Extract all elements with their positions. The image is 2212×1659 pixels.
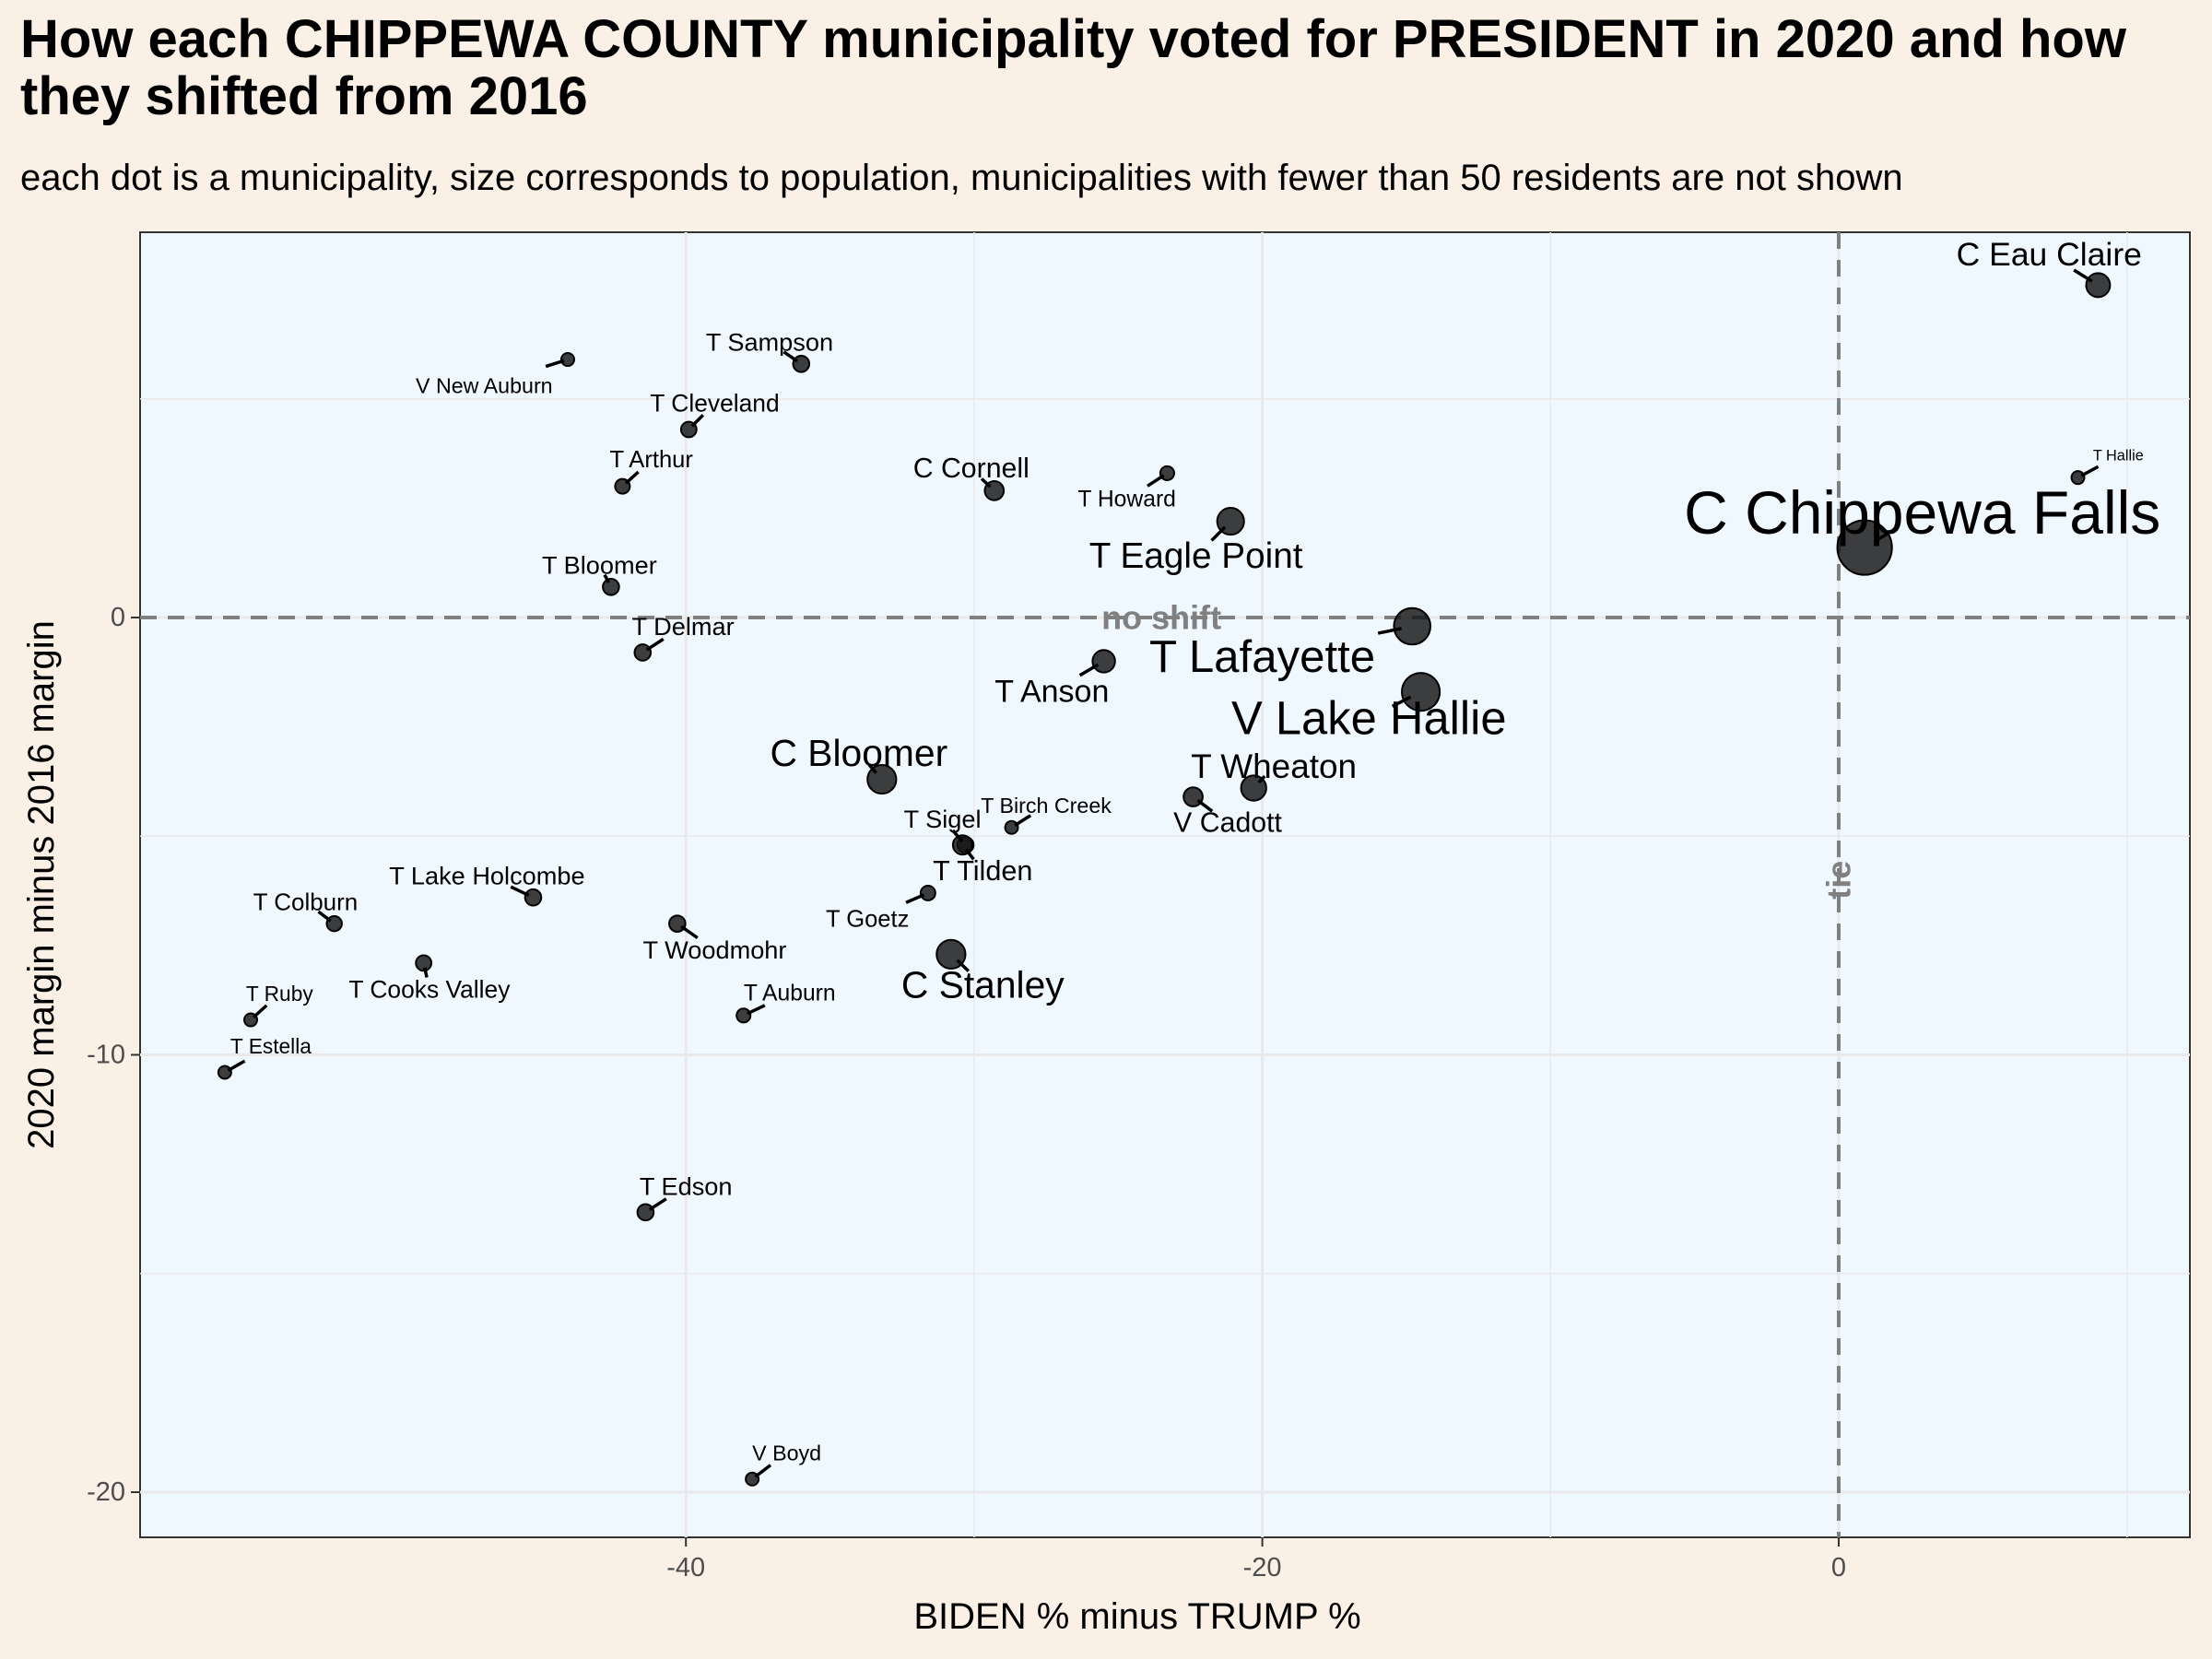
point-label: T Birch Creek <box>981 794 1112 818</box>
y-tick-label: 0 <box>111 603 125 632</box>
point-t-edson <box>636 1203 655 1222</box>
point-label: T Arthur <box>609 447 693 473</box>
leader-line <box>1377 627 1402 635</box>
x-tick-label: -40 <box>666 1553 705 1583</box>
point-label: C Bloomer <box>770 732 947 774</box>
y-axis-title: 2020 margin minus 2016 margin <box>21 620 62 1149</box>
point-t-anson <box>1091 649 1116 674</box>
point-t-auburn <box>735 1007 752 1024</box>
leader-line <box>980 477 992 488</box>
leader-line <box>905 893 925 904</box>
point-t-delmar <box>633 643 653 662</box>
point-t-lafayette <box>1393 606 1431 646</box>
point-c-chippewa-falls <box>1836 519 1893 576</box>
point-label: T Anson <box>994 675 1109 710</box>
point-v-lake-hallie <box>1401 672 1441 712</box>
y-tick-label: -20 <box>87 1477 125 1507</box>
point-label: T Bloomer <box>542 551 657 580</box>
leader-line <box>227 1059 246 1072</box>
leader-line <box>252 1004 268 1019</box>
x-tick-label: -20 <box>1243 1553 1282 1583</box>
leader-line <box>1391 695 1412 708</box>
point-label: T Tilden <box>933 855 1032 887</box>
leader-line <box>680 924 699 939</box>
point-label: C Eau Claire <box>1957 236 2142 273</box>
leader-line <box>867 763 877 774</box>
chart-subtitle: each dot is a municipality, size corresp… <box>20 158 1903 198</box>
leader-line <box>423 967 429 978</box>
point-label: T Ruby <box>246 982 313 1006</box>
point-label: T Lake Holcombe <box>389 861 584 889</box>
leader-line <box>1147 474 1165 488</box>
point-label: V Cadott <box>1173 808 1282 839</box>
point-label: T Goetz <box>826 906 909 932</box>
point-label: T Estella <box>230 1034 312 1058</box>
point-label: T Delmar <box>631 612 734 641</box>
leader-line <box>1078 663 1100 677</box>
leader-line <box>1210 525 1227 542</box>
leader-line <box>956 959 971 972</box>
point-v-new-auburn <box>559 352 575 368</box>
no-shift-annotation: no shift <box>1101 599 1221 637</box>
point-label: T Lafayette <box>1149 631 1375 682</box>
leader-line <box>754 1464 772 1478</box>
point-label: V Boyd <box>752 1441 821 1465</box>
point-t-goetz <box>919 884 936 901</box>
point-label: T Wheaton <box>1191 747 1357 785</box>
point-label: V Lake Hallie <box>1231 692 1507 745</box>
data-points <box>217 272 2112 1487</box>
point-label: T Howard <box>1077 487 1176 512</box>
leader-line <box>317 910 332 923</box>
leader-line <box>1196 798 1214 813</box>
x-tick-label: 0 <box>1831 1553 1846 1583</box>
x-axis-title: BIDEN % minus TRUMP % <box>913 1596 1360 1637</box>
point-label: T Auburn <box>744 982 836 1006</box>
leader-line <box>951 829 964 842</box>
leader-line <box>747 1004 766 1016</box>
axes: -40 -20 0 -20 -10 0 <box>87 603 1846 1583</box>
leader-line <box>1877 526 1898 541</box>
leader-line <box>2073 268 2093 283</box>
leader-line <box>1014 814 1032 827</box>
leader-line <box>645 637 665 652</box>
leader-line <box>964 848 975 861</box>
leader-line <box>510 885 530 898</box>
point-label: T Woodmohr <box>642 935 786 964</box>
leader-line <box>603 573 610 583</box>
point-label: T Hallie <box>2093 447 2144 464</box>
leader-line <box>782 350 798 363</box>
point-label: T Colburn <box>253 888 359 915</box>
point-t-lake-holcombe <box>524 888 543 907</box>
point-t-estella <box>217 1065 232 1080</box>
point-label: T Cooks Valley <box>348 975 511 1003</box>
point-t-cooks-valley <box>415 954 433 972</box>
point-label: C Stanley <box>901 964 1065 1006</box>
point-c-eau-claire <box>2085 272 2112 299</box>
plot-panel <box>139 231 2191 1538</box>
leader-line <box>690 414 705 428</box>
point-label: T Sigel <box>903 805 981 833</box>
point-label: C Chippewa Falls <box>1684 478 2160 547</box>
point-label: T Cleveland <box>650 389 779 417</box>
leader-line <box>624 470 640 485</box>
point-label: T Sampson <box>706 328 833 357</box>
point-labels: C Eau Claire T Hallie C Chippewa Falls V Ne… <box>227 236 2160 1478</box>
leader-line <box>2080 465 2100 477</box>
leader-line <box>1257 774 1266 784</box>
tie-annotation: tie <box>1820 861 1858 900</box>
y-tick-label: -10 <box>87 1041 125 1070</box>
point-label: V New Auburn <box>416 374 553 398</box>
leader-line <box>545 359 565 369</box>
point-label: T Eagle Point <box>1089 536 1303 576</box>
chart-title: How each CHIPPEWA COUNTY municipality vo… <box>20 9 2126 126</box>
leader-line <box>648 1197 667 1211</box>
point-t-bloomer <box>602 577 620 596</box>
reference-lines: no shift tie <box>140 232 2190 1537</box>
point-label: T Edson <box>640 1171 733 1200</box>
point-label: C Cornell <box>913 453 1030 484</box>
